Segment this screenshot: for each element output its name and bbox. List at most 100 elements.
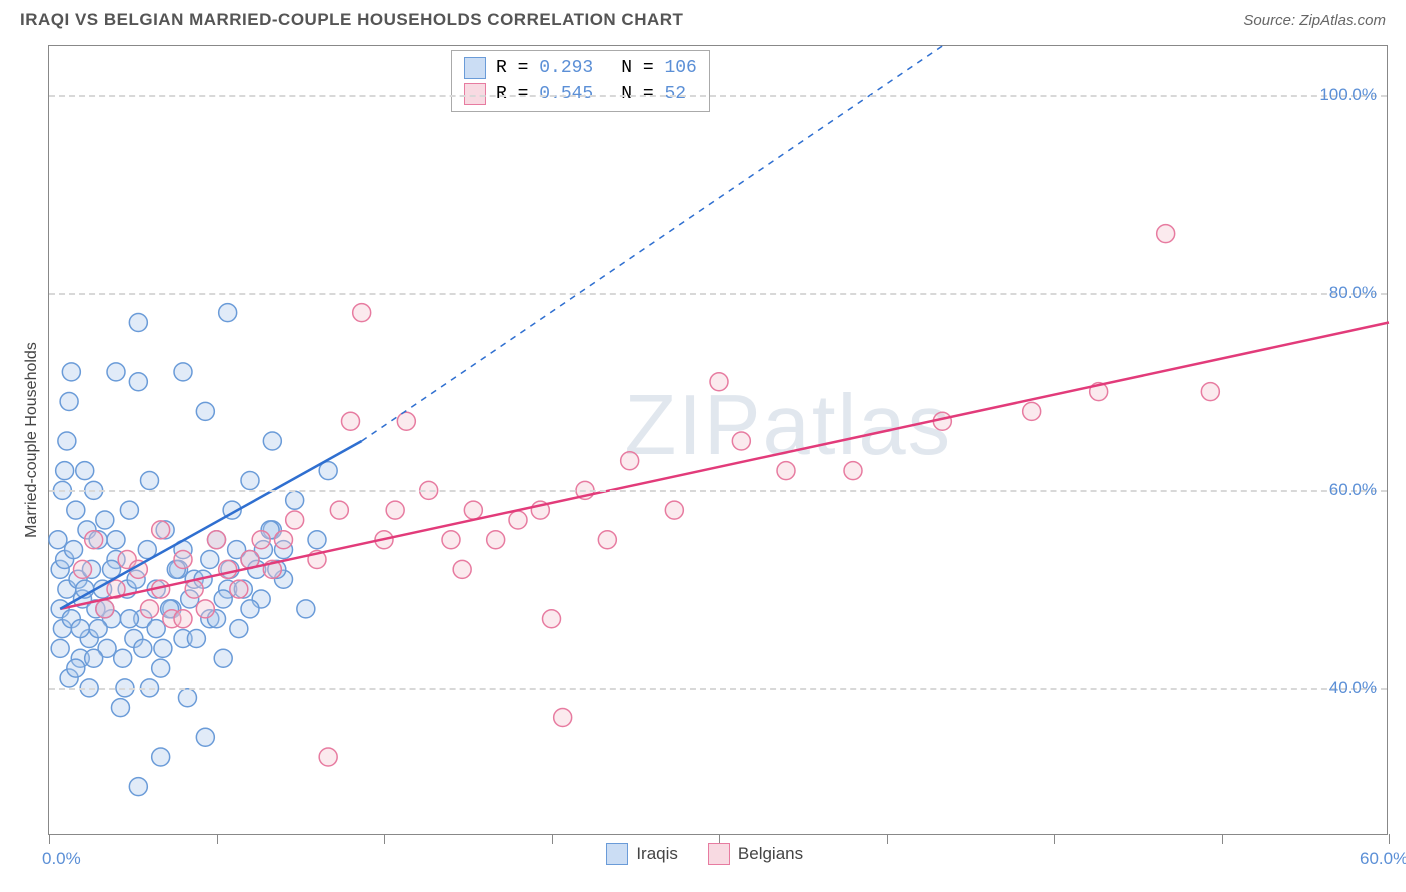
data-point bbox=[342, 412, 360, 430]
legend-label: Iraqis bbox=[636, 844, 678, 864]
data-point bbox=[710, 373, 728, 391]
x-tick bbox=[1054, 834, 1055, 844]
chart-area: ZIPatlas Married-couple Households R = 0… bbox=[48, 45, 1388, 835]
data-point bbox=[187, 630, 205, 648]
legend-swatch bbox=[606, 843, 628, 865]
data-point bbox=[214, 649, 232, 667]
data-point bbox=[185, 580, 203, 598]
data-point bbox=[442, 531, 460, 549]
data-point bbox=[844, 462, 862, 480]
data-point bbox=[71, 620, 89, 638]
data-point bbox=[621, 452, 639, 470]
data-point bbox=[152, 659, 170, 677]
legend-swatch bbox=[464, 57, 486, 79]
data-point bbox=[1201, 383, 1219, 401]
data-point bbox=[275, 531, 293, 549]
data-point bbox=[134, 639, 152, 657]
legend-swatch bbox=[464, 83, 486, 105]
data-point bbox=[174, 551, 192, 569]
data-point bbox=[252, 531, 270, 549]
data-point bbox=[330, 501, 348, 519]
data-point bbox=[147, 620, 165, 638]
x-tick bbox=[1389, 834, 1390, 844]
data-point bbox=[65, 541, 83, 559]
data-point bbox=[598, 531, 616, 549]
legend-item: Belgians bbox=[708, 843, 803, 865]
data-point bbox=[62, 363, 80, 381]
data-point bbox=[129, 778, 147, 796]
data-point bbox=[107, 363, 125, 381]
data-point bbox=[554, 709, 572, 727]
y-axis-label: Married-couple Households bbox=[23, 342, 41, 538]
data-point bbox=[60, 393, 78, 411]
data-point bbox=[152, 748, 170, 766]
data-point bbox=[732, 432, 750, 450]
series-legend: Iraqis Belgians bbox=[606, 843, 803, 865]
data-point bbox=[777, 462, 795, 480]
data-point bbox=[114, 649, 132, 667]
data-point bbox=[286, 491, 304, 509]
data-point bbox=[214, 590, 232, 608]
data-point bbox=[509, 511, 527, 529]
x-tick-label: 0.0% bbox=[42, 849, 81, 869]
legend-swatch bbox=[708, 843, 730, 865]
source-label: Source: ZipAtlas.com bbox=[1243, 12, 1386, 29]
data-point bbox=[154, 639, 172, 657]
legend-label: Belgians bbox=[738, 844, 803, 864]
data-point bbox=[464, 501, 482, 519]
data-point bbox=[96, 511, 114, 529]
data-point bbox=[120, 501, 138, 519]
data-point bbox=[89, 620, 107, 638]
data-point bbox=[51, 639, 69, 657]
data-point bbox=[196, 600, 214, 618]
y-tick-label: 60.0% bbox=[1329, 480, 1377, 500]
data-point bbox=[111, 699, 129, 717]
gridline bbox=[49, 688, 1387, 690]
data-point bbox=[453, 560, 471, 578]
data-point bbox=[308, 531, 326, 549]
stats-legend: R = 0.293N = 106R = 0.545N = 52 bbox=[451, 50, 710, 112]
data-point bbox=[129, 314, 147, 332]
legend-row: R = 0.545N = 52 bbox=[464, 81, 697, 107]
data-point bbox=[67, 501, 85, 519]
data-point bbox=[120, 610, 138, 628]
data-point bbox=[174, 363, 192, 381]
y-tick-label: 40.0% bbox=[1329, 678, 1377, 698]
x-tick bbox=[49, 834, 50, 844]
data-point bbox=[56, 462, 74, 480]
data-point bbox=[219, 560, 237, 578]
data-point bbox=[241, 600, 259, 618]
data-point bbox=[208, 531, 226, 549]
data-point bbox=[152, 521, 170, 539]
data-point bbox=[141, 600, 159, 618]
x-tick bbox=[217, 834, 218, 844]
data-point bbox=[230, 620, 248, 638]
x-tick-label: 60.0% bbox=[1360, 849, 1406, 869]
data-point bbox=[129, 373, 147, 391]
chart-title: IRAQI VS BELGIAN MARRIED-COUPLE HOUSEHOL… bbox=[20, 10, 683, 30]
x-tick bbox=[887, 834, 888, 844]
y-tick-label: 100.0% bbox=[1319, 85, 1377, 105]
data-point bbox=[353, 304, 371, 322]
data-point bbox=[543, 610, 561, 628]
data-point bbox=[58, 432, 76, 450]
data-point bbox=[1023, 402, 1041, 420]
data-point bbox=[230, 580, 248, 598]
data-point bbox=[196, 402, 214, 420]
data-point bbox=[74, 560, 92, 578]
data-point bbox=[286, 511, 304, 529]
gridline bbox=[49, 95, 1387, 97]
data-point bbox=[174, 610, 192, 628]
data-point bbox=[67, 659, 85, 677]
data-point bbox=[76, 462, 94, 480]
data-point bbox=[241, 472, 259, 490]
y-tick-label: 80.0% bbox=[1329, 283, 1377, 303]
gridline bbox=[49, 490, 1387, 492]
data-point bbox=[319, 748, 337, 766]
data-point bbox=[141, 472, 159, 490]
data-point bbox=[96, 600, 114, 618]
data-point bbox=[263, 432, 281, 450]
data-point bbox=[49, 531, 67, 549]
data-point bbox=[297, 600, 315, 618]
data-point bbox=[219, 304, 237, 322]
